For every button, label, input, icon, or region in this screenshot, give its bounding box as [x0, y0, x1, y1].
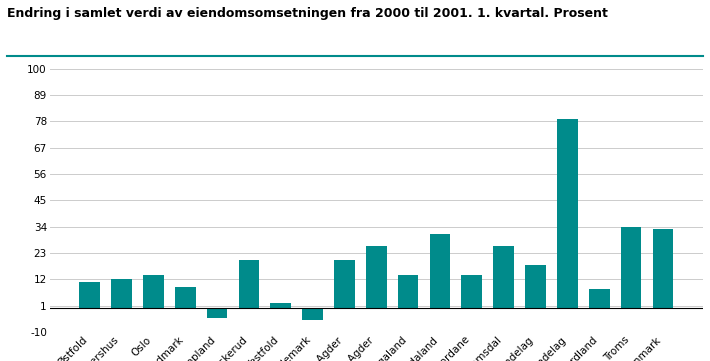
Bar [302, 308, 323, 320]
Bar [462, 275, 482, 308]
Bar [239, 260, 259, 308]
Bar [271, 303, 291, 308]
Bar [430, 234, 450, 308]
Bar [589, 289, 609, 308]
Bar [621, 227, 641, 308]
Bar [557, 119, 578, 308]
Bar [398, 275, 418, 308]
Bar [652, 229, 673, 308]
Bar [175, 287, 196, 308]
Bar [493, 246, 514, 308]
Bar [525, 265, 546, 308]
Bar [80, 282, 100, 308]
Text: Endring i samlet verdi av eiendomsomsetningen fra 2000 til 2001. 1. kvartal. Pro: Endring i samlet verdi av eiendomsomsetn… [7, 7, 608, 20]
Bar [111, 279, 132, 308]
Bar [207, 308, 227, 318]
Bar [366, 246, 387, 308]
Bar [143, 275, 164, 308]
Bar [334, 260, 355, 308]
